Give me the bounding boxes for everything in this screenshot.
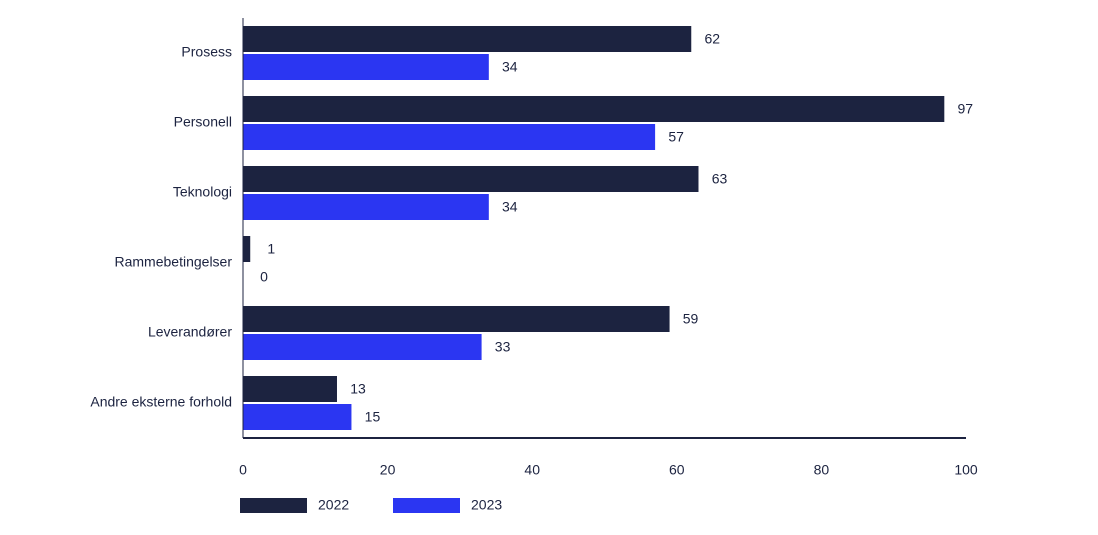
bar <box>243 404 352 430</box>
value-label: 97 <box>958 101 974 117</box>
x-tick-label: 0 <box>239 462 247 478</box>
y-tick-label: Teknologi <box>173 184 232 200</box>
value-label: 63 <box>712 171 728 187</box>
y-tick-label: Personell <box>174 114 232 130</box>
y-tick-label: Rammebetingelser <box>115 254 233 270</box>
value-label: 33 <box>495 339 511 355</box>
legend-label: 2023 <box>471 497 502 513</box>
bar <box>243 334 482 360</box>
y-tick-label: Andre eksterne forhold <box>90 394 232 410</box>
bar <box>243 96 945 122</box>
y-tick-label: Prosess <box>181 44 232 60</box>
legend-label: 2022 <box>318 497 349 513</box>
value-label: 0 <box>260 269 268 285</box>
bar <box>243 124 656 150</box>
x-tick-label: 80 <box>814 462 830 478</box>
bar <box>243 54 489 80</box>
bar <box>243 306 670 332</box>
value-label: 13 <box>350 381 366 397</box>
value-label: 34 <box>502 199 518 215</box>
x-tick-label: 60 <box>669 462 685 478</box>
bar <box>243 376 337 402</box>
value-label: 59 <box>683 311 699 327</box>
bar <box>243 26 692 52</box>
legend-swatch <box>393 498 460 513</box>
value-label: 15 <box>365 409 381 425</box>
value-label: 57 <box>668 129 684 145</box>
legend-swatch <box>240 498 307 513</box>
bar <box>243 236 251 262</box>
y-tick-label: Leverandører <box>148 324 232 340</box>
x-tick-label: 20 <box>380 462 396 478</box>
bar <box>243 166 699 192</box>
x-tick-label: 40 <box>524 462 540 478</box>
value-label: 62 <box>704 31 720 47</box>
value-label: 1 <box>267 241 275 257</box>
bar <box>243 194 489 220</box>
x-tick-label: 100 <box>954 462 978 478</box>
value-label: 34 <box>502 59 518 75</box>
